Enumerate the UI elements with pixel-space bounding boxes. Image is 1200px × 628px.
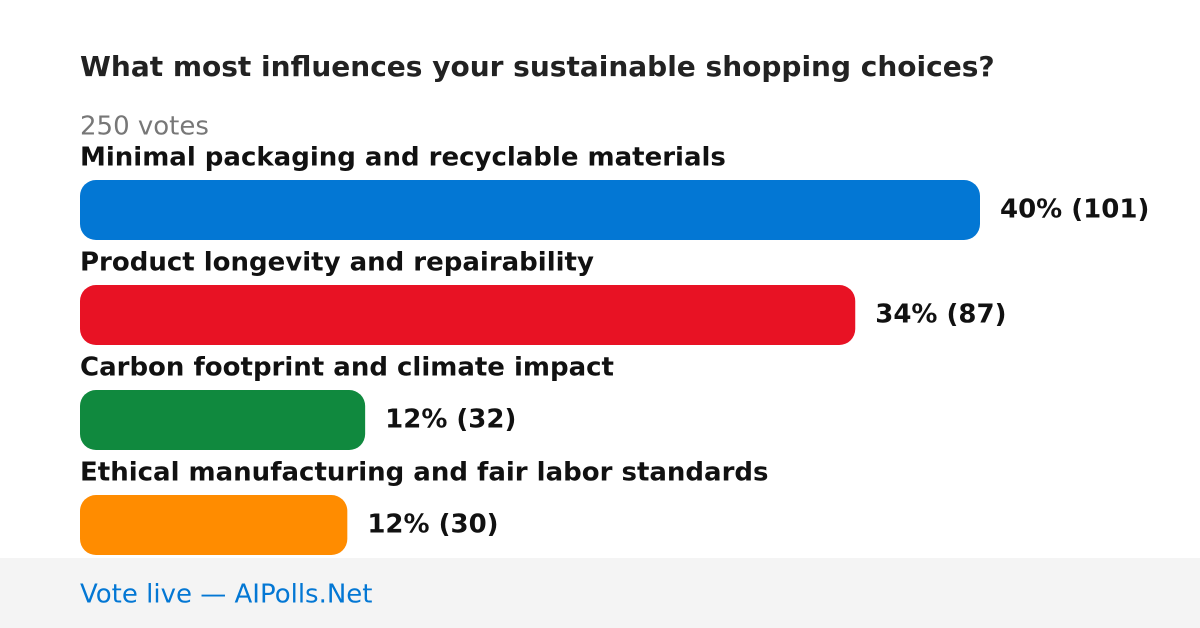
bar	[80, 285, 856, 345]
option-label: Minimal packaging and recyclable materia…	[80, 143, 726, 173]
vote-count: 250 votes	[80, 112, 209, 142]
footer-link[interactable]: Vote live — AIPolls.Net	[80, 580, 373, 610]
option-label: Product longevity and repairability	[80, 248, 594, 278]
option-label: Carbon footprint and climate impact	[80, 353, 614, 383]
footer-band	[0, 558, 1200, 628]
value-label: 12% (30)	[367, 510, 498, 540]
value-label: 40% (101)	[1000, 195, 1149, 225]
bar	[80, 495, 348, 555]
value-label: 12% (32)	[385, 405, 516, 435]
bar	[80, 180, 980, 240]
bar	[80, 390, 366, 450]
option-label: Ethical manufacturing and fair labor sta…	[80, 458, 769, 488]
value-label: 34% (87)	[875, 300, 1006, 330]
chart-title: What most influences your sustainable sh…	[80, 50, 995, 83]
